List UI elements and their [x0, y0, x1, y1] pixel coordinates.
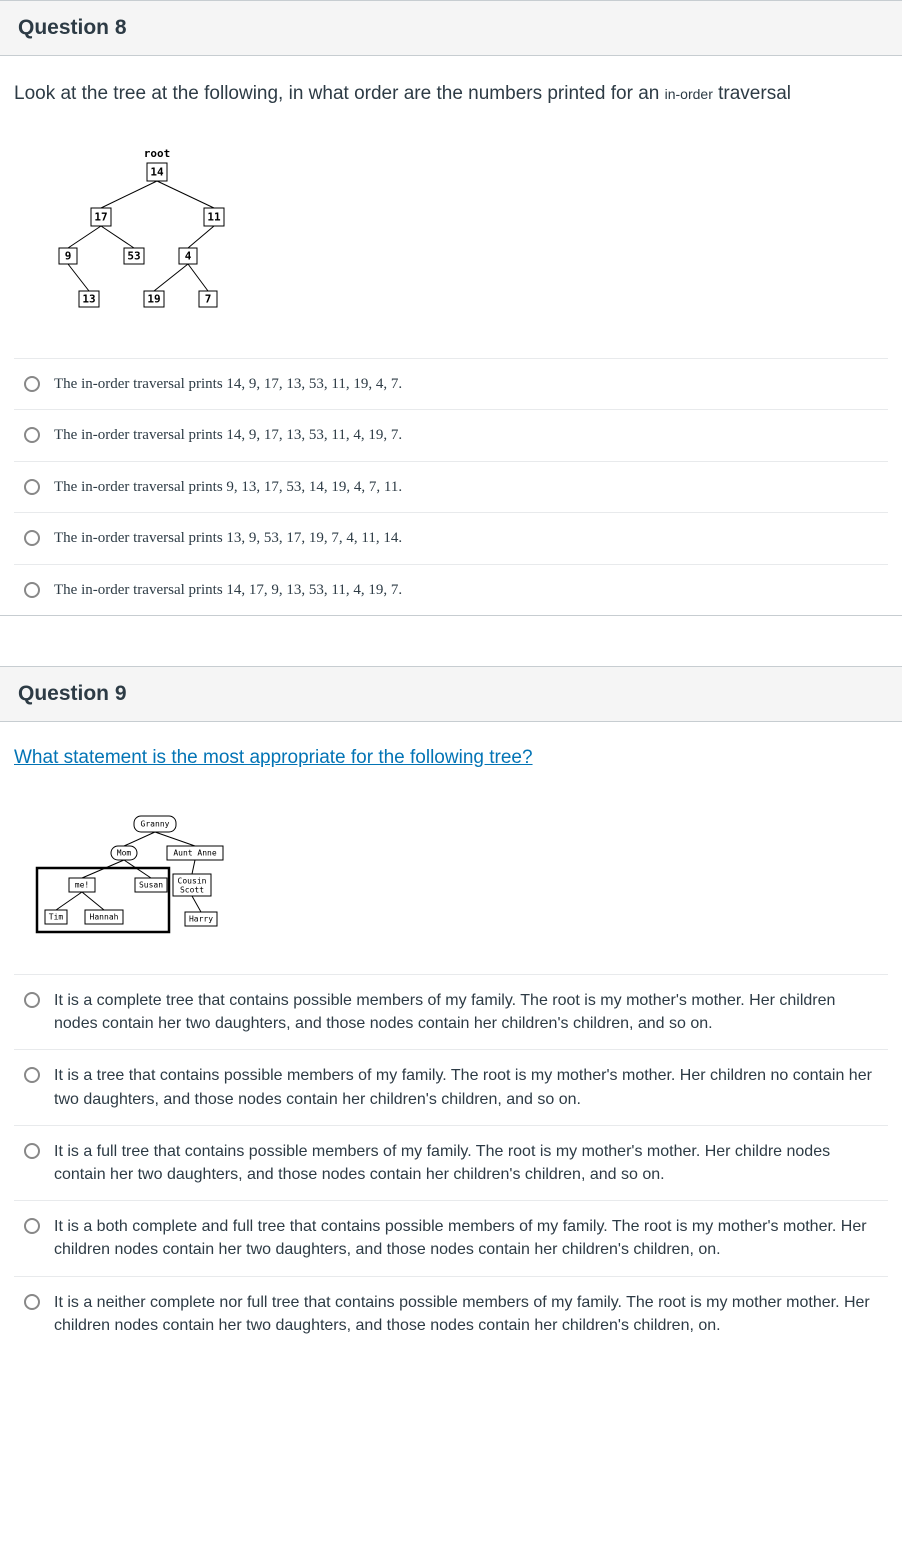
- svg-text:13: 13: [82, 292, 95, 305]
- question-9: Question 9 What statement is the most ap…: [0, 666, 902, 1351]
- svg-text:53: 53: [127, 249, 140, 262]
- answer-text: The in-order traversal prints 14, 17, 9,…: [54, 579, 402, 602]
- svg-text:9: 9: [65, 249, 72, 262]
- radio-button[interactable]: [24, 582, 40, 598]
- answer-text: It is a complete tree that contains poss…: [54, 989, 882, 1035]
- q9-answers: It is a complete tree that contains poss…: [14, 974, 888, 1351]
- answer-text: The in-order traversal prints 9, 13, 17,…: [54, 476, 402, 499]
- radio-button[interactable]: [24, 1218, 40, 1234]
- question-8-header: Question 8: [0, 1, 902, 56]
- prompt-text-small: in-order: [665, 86, 713, 102]
- svg-text:Granny: Granny: [141, 820, 170, 829]
- svg-text:root: root: [144, 147, 171, 160]
- answer-text: It is a tree that contains possible memb…: [54, 1064, 882, 1110]
- question-9-header: Question 9: [0, 667, 902, 722]
- answer-text: The in-order traversal prints 14, 9, 17,…: [54, 373, 402, 396]
- answer-option[interactable]: It is a full tree that contains possible…: [14, 1125, 888, 1200]
- svg-text:Aunt Anne: Aunt Anne: [173, 849, 217, 858]
- q8-tree-diagram: root 14 17 11 9 53 4 13 19 7: [29, 133, 888, 328]
- radio-button[interactable]: [24, 1294, 40, 1310]
- svg-text:Susan: Susan: [139, 881, 163, 890]
- answer-option[interactable]: The in-order traversal prints 13, 9, 53,…: [14, 512, 888, 564]
- answer-option[interactable]: The in-order traversal prints 14, 9, 17,…: [14, 409, 888, 461]
- svg-text:11: 11: [207, 210, 221, 223]
- svg-text:Harry: Harry: [189, 915, 213, 924]
- answer-text: The in-order traversal prints 13, 9, 53,…: [54, 527, 402, 550]
- q8-answers: The in-order traversal prints 14, 9, 17,…: [14, 358, 888, 616]
- answer-option[interactable]: It is a neither complete nor full tree t…: [14, 1276, 888, 1351]
- question-9-prompt-link[interactable]: What statement is the most appropriate f…: [14, 747, 533, 769]
- q9-tree-diagram: Granny Mom Aunt Anne me! Susan CousinScott Tim…: [29, 804, 888, 944]
- svg-text:Hannah: Hannah: [90, 913, 119, 922]
- radio-button[interactable]: [24, 427, 40, 443]
- answer-option[interactable]: It is a complete tree that contains poss…: [14, 974, 888, 1049]
- svg-text:Tim: Tim: [49, 913, 64, 922]
- radio-button[interactable]: [24, 376, 40, 392]
- answer-text: The in-order traversal prints 14, 9, 17,…: [54, 424, 402, 447]
- question-8-title: Question 8: [18, 16, 127, 39]
- svg-text:14: 14: [150, 165, 164, 178]
- prompt-text-post: traversal: [713, 83, 791, 104]
- prompt-text-pre: Look at the tree at the following, in wh…: [14, 83, 665, 104]
- answer-option[interactable]: The in-order traversal prints 14, 17, 9,…: [14, 564, 888, 616]
- answer-option[interactable]: The in-order traversal prints 14, 9, 17,…: [14, 358, 888, 410]
- answer-option[interactable]: It is a tree that contains possible memb…: [14, 1049, 888, 1124]
- question-9-body: What statement is the most appropriate f…: [0, 722, 902, 1351]
- svg-text:7: 7: [205, 292, 212, 305]
- radio-button[interactable]: [24, 1143, 40, 1159]
- question-8-body: Look at the tree at the following, in wh…: [0, 56, 902, 615]
- svg-text:Mom: Mom: [117, 849, 132, 858]
- radio-button[interactable]: [24, 530, 40, 546]
- answer-text: It is a neither complete nor full tree t…: [54, 1291, 882, 1337]
- question-8: Question 8 Look at the tree at the follo…: [0, 0, 902, 616]
- answer-text: It is a full tree that contains possible…: [54, 1140, 882, 1186]
- radio-button[interactable]: [24, 479, 40, 495]
- radio-button[interactable]: [24, 1067, 40, 1083]
- svg-text:4: 4: [185, 249, 192, 262]
- svg-text:Cousin: Cousin: [178, 877, 207, 886]
- svg-text:17: 17: [94, 210, 107, 223]
- question-9-title: Question 9: [18, 682, 127, 705]
- answer-option[interactable]: The in-order traversal prints 9, 13, 17,…: [14, 461, 888, 513]
- svg-text:19: 19: [147, 292, 160, 305]
- answer-text: It is a both complete and full tree that…: [54, 1215, 882, 1261]
- question-8-prompt: Look at the tree at the following, in wh…: [14, 81, 888, 108]
- svg-text:Scott: Scott: [180, 886, 204, 895]
- radio-button[interactable]: [24, 992, 40, 1008]
- answer-option[interactable]: It is a both complete and full tree that…: [14, 1200, 888, 1275]
- svg-text:me!: me!: [75, 881, 89, 890]
